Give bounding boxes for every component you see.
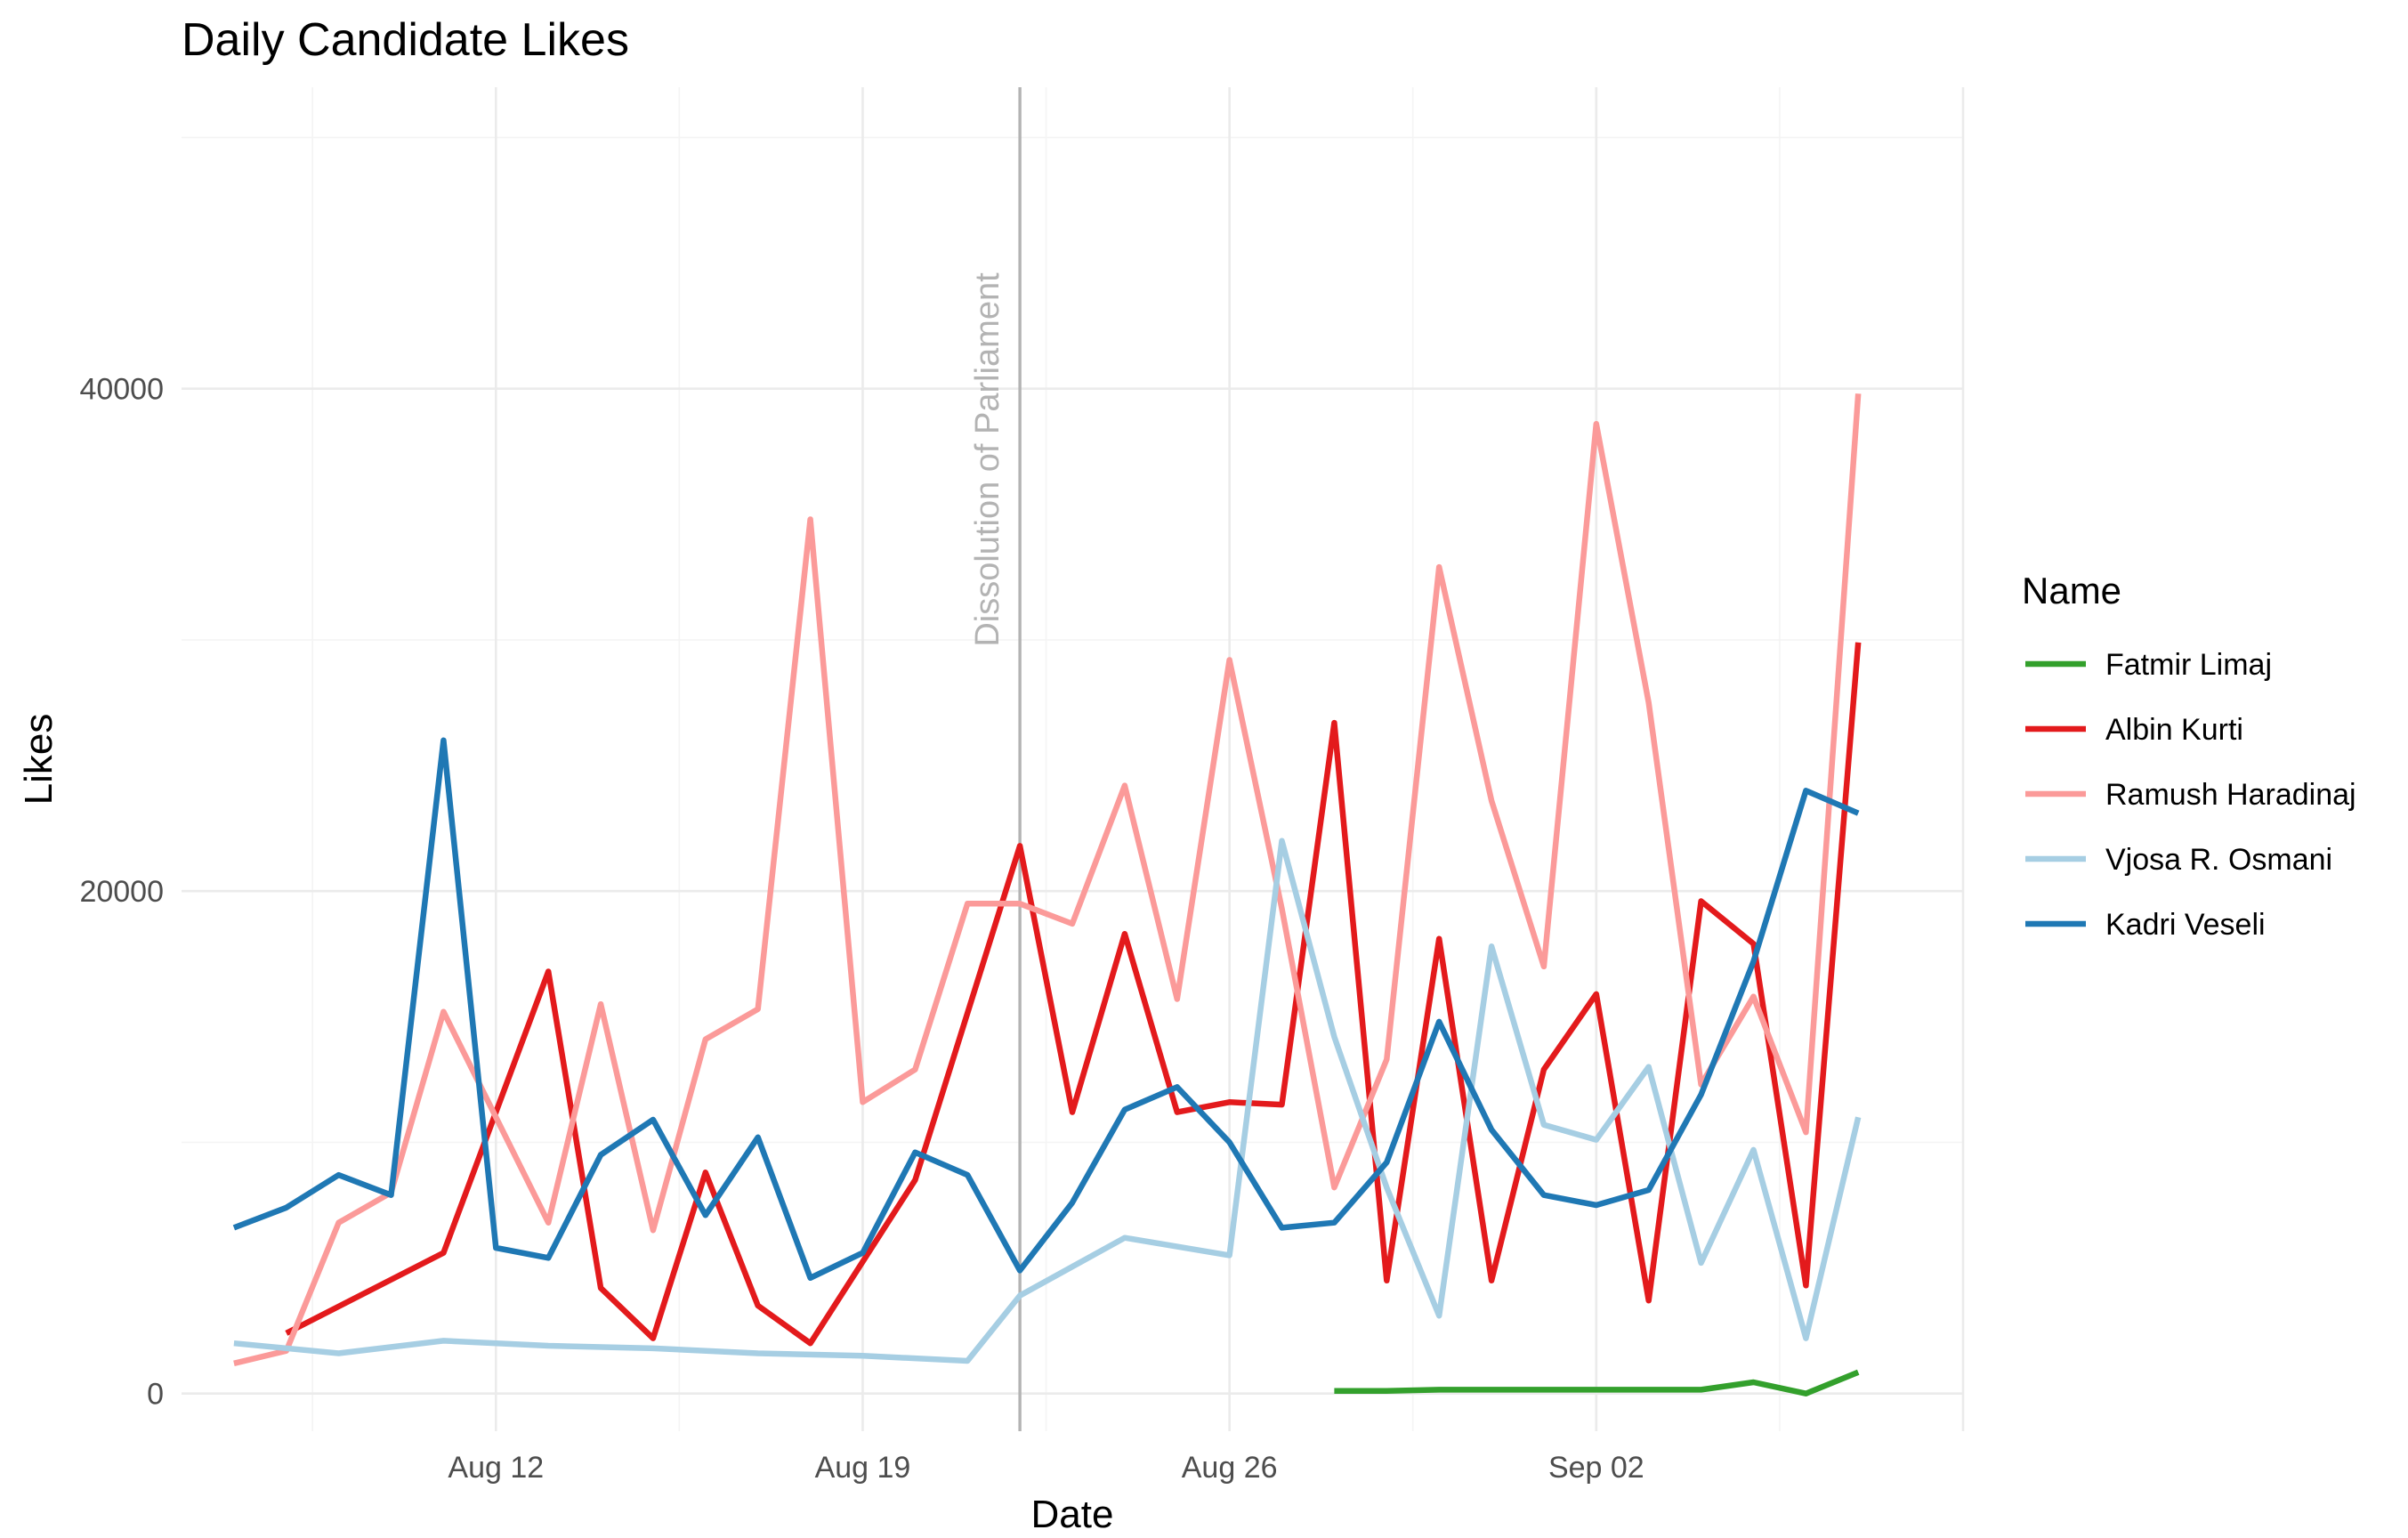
- legend-label: Albin Kurti: [2105, 713, 2243, 747]
- x-tick-label: Sep 02: [1548, 1451, 1644, 1485]
- series-line-vjosa-r-osmani: [233, 838, 1862, 1364]
- y-axis-title: Likes: [17, 714, 61, 805]
- dissolution-label: Dissolution of Parliament: [969, 272, 1006, 647]
- y-tick-label: 0: [147, 1378, 164, 1412]
- minor-gridlines: [182, 87, 1963, 1431]
- x-axis-title: Date: [1031, 1493, 1114, 1536]
- legend-label: Ramush Haradinaj: [2105, 778, 2356, 812]
- legend-items: Fatmir Limaj Albin Kurti Ramush Haradinaj V…: [2025, 648, 2356, 942]
- chart-title: Daily Candidate Likes: [182, 14, 629, 66]
- legend-item-vjosa-r-osmani: Vjosa R. Osmani: [2025, 843, 2332, 877]
- annotation: Dissolution of Parliament: [969, 87, 1022, 1431]
- y-axis-ticks: 0 20000 40000: [79, 373, 164, 1412]
- series-line-albin-kurti: [285, 642, 1862, 1347]
- x-tick-label: Aug 26: [1182, 1451, 1278, 1485]
- x-axis-ticks: Aug 12 Aug 19 Aug 26 Sep 02: [448, 1451, 1644, 1485]
- legend-item-ramush-haradinaj: Ramush Haradinaj: [2025, 778, 2356, 812]
- legend-label: Kadri Veseli: [2105, 908, 2266, 942]
- legend-label: Vjosa R. Osmani: [2105, 843, 2332, 877]
- legend-label: Fatmir Limaj: [2105, 648, 2272, 682]
- legend-title: Name: [2022, 570, 2121, 611]
- legend: Name Fatmir Limaj Albin Kurti Ramush Harad…: [2022, 570, 2356, 942]
- legend-item-albin-kurti: Albin Kurti: [2025, 713, 2243, 747]
- series-line-fatmir-limaj: [1334, 1369, 1860, 1396]
- y-tick-label: 20000: [79, 875, 164, 909]
- legend-item-fatmir-limaj: Fatmir Limaj: [2025, 648, 2272, 682]
- series-lines: [232, 393, 1862, 1396]
- legend-item-kadri-veseli: Kadri Veseli: [2025, 908, 2266, 942]
- series-line-ramush-haradinaj: [233, 393, 1862, 1366]
- major-gridlines: [182, 87, 1965, 1431]
- y-tick-label: 40000: [79, 373, 164, 407]
- series-line-kadri-veseli: [232, 737, 1860, 1282]
- x-tick-label: Aug 19: [815, 1451, 911, 1485]
- x-tick-label: Aug 12: [448, 1451, 544, 1485]
